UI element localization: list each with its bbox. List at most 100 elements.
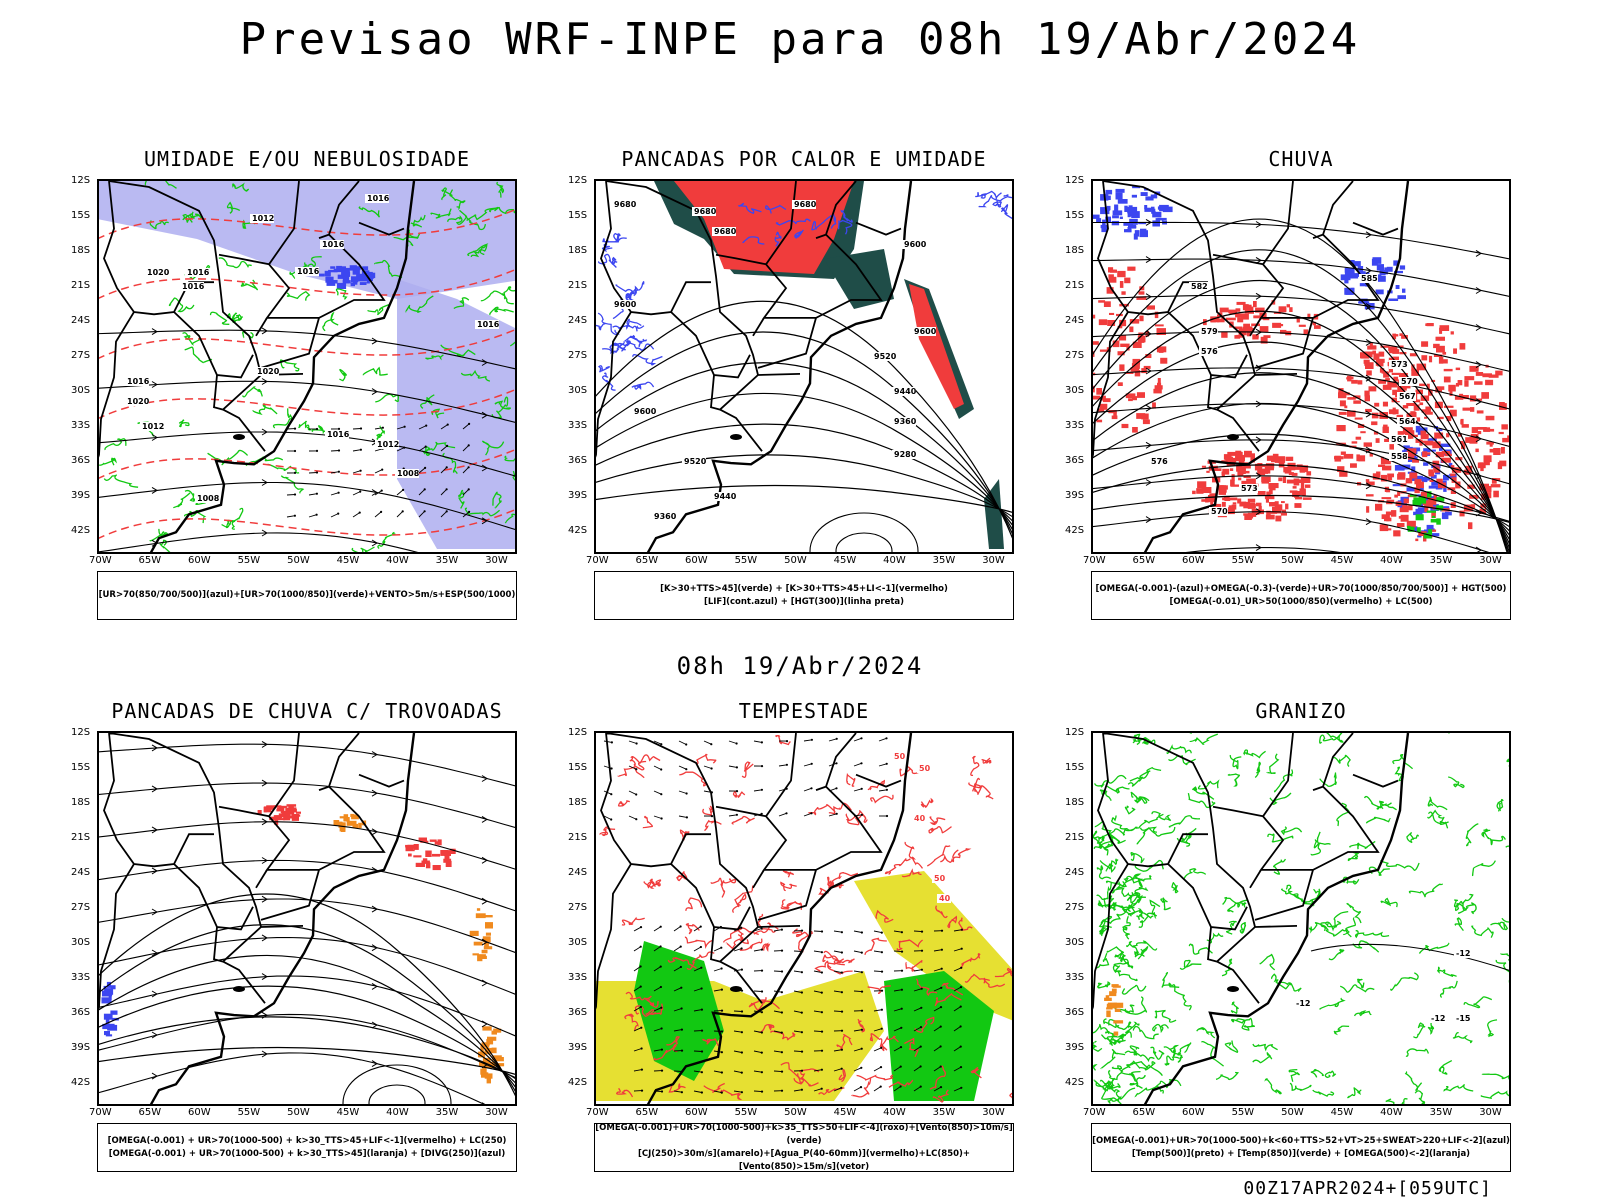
lat-tick-label: 21S — [71, 832, 91, 843]
lon-tick-label: 30W — [982, 555, 1005, 566]
legend-line: [OMEGA(-0.001)-(azul)+OMEGA(-0.3)-(verde… — [1095, 583, 1507, 594]
lon-tick-label: 55W — [734, 555, 758, 566]
lon-tick-label: 45W — [336, 1107, 360, 1118]
lon-tick-label: 65W — [1132, 1107, 1156, 1118]
lat-tick-label: 15S — [568, 762, 588, 773]
lon-tick-label: 60W — [188, 555, 211, 566]
panel-title-granizo: GRANIZO — [1255, 699, 1347, 723]
lat-tick-label: 27S — [71, 902, 91, 913]
lat-tick-label: 21S — [568, 832, 588, 843]
lon-tick-label: 60W — [685, 555, 708, 566]
contour-label: -12 — [1296, 999, 1310, 1008]
lon-tick-label: 35W — [1429, 555, 1453, 566]
lat-tick-label: 39S — [568, 490, 588, 501]
lon-tick-label: 70W — [89, 555, 112, 566]
lat-tick-label: 30S — [568, 385, 588, 396]
legend-chuva: [OMEGA(-0.001)-(azul)+OMEGA(-0.3)-(verde… — [1091, 571, 1511, 620]
contour-label: 1008 — [397, 469, 420, 478]
lon-tick-label: 55W — [1231, 555, 1255, 566]
contour-label: 567 — [1399, 392, 1416, 401]
contour-label: 9680 — [694, 207, 717, 216]
contour-label: 561 — [1391, 435, 1408, 444]
contour-label: 9440 — [894, 387, 917, 396]
lat-tick-label: 33S — [1065, 972, 1085, 983]
lon-tick-label: 50W — [287, 1107, 310, 1118]
lat-tick-label: 27S — [1065, 902, 1085, 913]
contour-label: 570 — [1211, 507, 1228, 516]
lat-tick-label: 30S — [71, 937, 91, 948]
lat-tick-label: 42S — [568, 525, 588, 536]
lat-tick-label: 24S — [1065, 315, 1085, 326]
map-canvas-pancadas-calor: 9680 9680 9680 9680 9600 9600 9600 9520 9440 9360… — [596, 181, 1012, 552]
lon-tick-label: 50W — [784, 1107, 807, 1118]
lon-tick-label: 60W — [1182, 555, 1205, 566]
contour-label: 9440 — [714, 492, 737, 501]
contour-label: 9680 — [794, 200, 817, 209]
lat-tick-label: 36S — [1065, 1007, 1085, 1018]
lon-tick-label: 70W — [1083, 1107, 1106, 1118]
panel-title-pancadas-trovoadas: PANCADAS DE CHUVA C/ TROVOADAS — [111, 699, 503, 723]
legend-line: [OMEGA(-0.001)+UR>70(1000-500)+k<60+TTS>… — [1092, 1135, 1510, 1146]
map-pancadas-trovoadas — [97, 731, 517, 1106]
contour-label: 573 — [1391, 360, 1408, 369]
lon-tick-label: 40W — [883, 555, 906, 566]
lat-tick-label: 21S — [1065, 280, 1085, 291]
lon-tick-label: 30W — [485, 555, 508, 566]
legend-line: [CJ(250)>30m/s](amarelo)+[Agua_P(40-60mm… — [637, 1148, 971, 1172]
map-pancadas-calor: 9680 9680 9680 9680 9600 9600 9600 9520 9440 9360… — [594, 179, 1014, 554]
contour-label: 1012 — [252, 214, 274, 223]
lon-tick-label: 35W — [932, 555, 956, 566]
map-chuva: 585 582 579 576 573 570 567 564 561 558 576 573 570 — [1091, 179, 1511, 554]
contour-label: 576 — [1151, 457, 1168, 466]
lon-tick-label: 65W — [138, 1107, 162, 1118]
contour-label: 1020 — [127, 397, 150, 406]
contour-label: 9680 — [614, 200, 637, 209]
contour-label: 1016 — [477, 320, 500, 329]
lat-tick-label: 18S — [568, 245, 588, 256]
lat-tick-label: 12S — [568, 727, 588, 738]
lon-tick-label: 55W — [1231, 1107, 1255, 1118]
contour-label: 1020 — [147, 268, 170, 277]
lat-tick-label: 18S — [1065, 245, 1085, 256]
lat-tick-label: 12S — [1065, 727, 1085, 738]
lon-tick-label: 45W — [336, 555, 360, 566]
legend-granizo: [OMEGA(-0.001)+UR>70(1000-500)+k<60+TTS>… — [1091, 1123, 1511, 1172]
contour-label: 1012 — [142, 422, 164, 431]
lat-tick-label: 33S — [1065, 420, 1085, 431]
contour-label: 9600 — [614, 300, 637, 309]
contour-label: 9600 — [634, 407, 657, 416]
lat-tick-label: 33S — [568, 972, 588, 983]
lat-tick-label: 21S — [568, 280, 588, 291]
lat-tick-label: 15S — [1065, 762, 1085, 773]
contour-label: 576 — [1201, 347, 1218, 356]
lon-tick-label: 45W — [1330, 555, 1354, 566]
map-canvas-granizo: -12-12-15-1215 — [1093, 733, 1509, 1104]
lat-tick-label: 21S — [71, 280, 91, 291]
lon-tick-label: 70W — [1083, 555, 1106, 566]
contour-label: 40 — [914, 814, 926, 823]
lon-tick-label: 30W — [485, 1107, 508, 1118]
lon-tick-label: 30W — [1479, 555, 1502, 566]
panel-title-tempestade: TEMPESTADE — [738, 699, 870, 723]
contour-label: 558 — [1391, 452, 1408, 461]
lon-tick-label: 70W — [586, 1107, 609, 1118]
lat-tick-label: 12S — [1065, 175, 1085, 186]
lat-tick-label: 27S — [1065, 350, 1085, 361]
map-umidade: 1016 1012 1016 1016 1020 1016 1016 1020 1016 1020… — [97, 179, 517, 554]
lon-tick-label: 60W — [188, 1107, 211, 1118]
lon-tick-label: 65W — [635, 1107, 659, 1118]
lat-tick-label: 36S — [568, 455, 588, 466]
contour-label: 564 — [1399, 417, 1416, 426]
lat-tick-label: 27S — [568, 350, 588, 361]
lat-tick-label: 39S — [71, 490, 91, 501]
contour-label: 1020 — [257, 367, 280, 376]
panel-title-pancadas-calor: PANCADAS POR CALOR E UMIDADE — [621, 147, 987, 171]
legend-line: [OMEGA(-0.001) + UR>70(1000-500) + k>30_… — [108, 1148, 506, 1159]
lat-tick-label: 42S — [1065, 525, 1085, 536]
contour-label: 1016 — [182, 282, 205, 291]
contour-label: 570 — [1401, 377, 1418, 386]
lat-tick-label: 18S — [568, 797, 588, 808]
map-tempestade: 50 50 40 50 40 — [594, 731, 1014, 1106]
legend-line: [OMEGA(-0.001) + UR>70(1000-500) + k>30_… — [107, 1135, 507, 1146]
lat-tick-label: 36S — [71, 1007, 91, 1018]
